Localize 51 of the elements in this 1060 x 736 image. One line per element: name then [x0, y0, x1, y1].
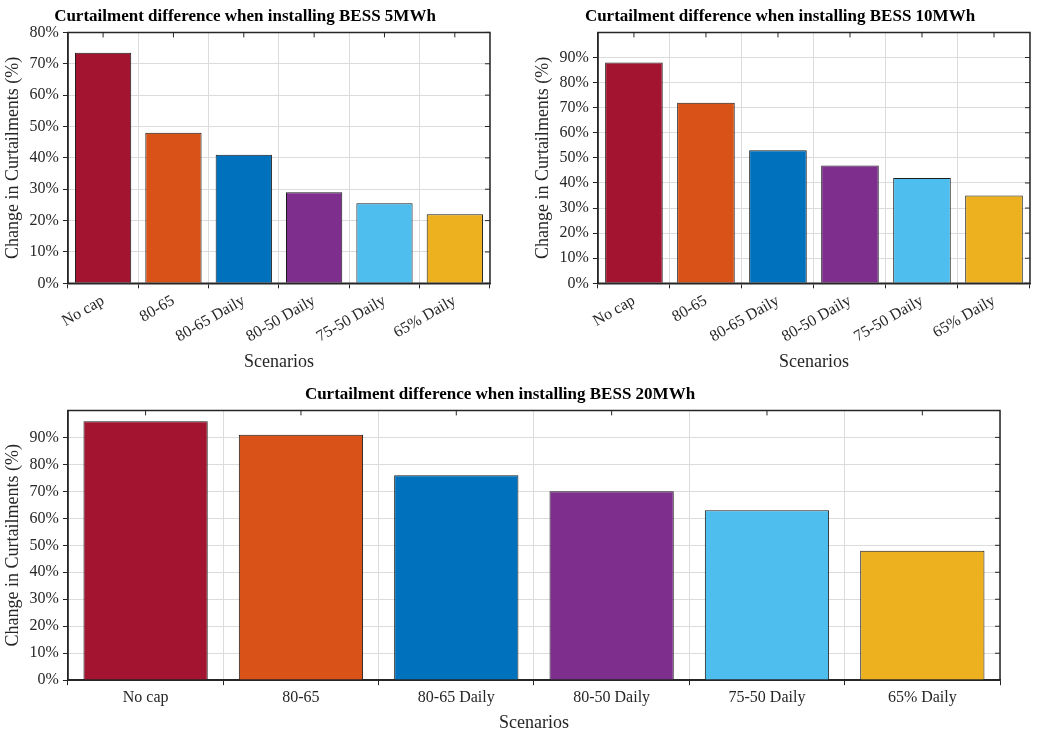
x-tick-label: 65% Daily: [887, 688, 957, 706]
y-tick-label: 90%: [29, 427, 59, 445]
y-tick-label: 80%: [29, 454, 59, 472]
x-tick-label: No cap: [589, 291, 639, 330]
y-tick-label: 20%: [559, 223, 589, 241]
x-axis-title: Scenarios: [243, 350, 314, 371]
y-tick-label: 70%: [29, 53, 59, 71]
y-tick-label: 80%: [559, 72, 589, 90]
y-tick-label: 60%: [29, 85, 59, 103]
y-tick-label: 10%: [29, 643, 59, 661]
y-tick-label: 40%: [29, 562, 59, 580]
x-axis-title: Scenarios: [498, 711, 569, 732]
x-tick-label: 80-50 Daily: [573, 688, 651, 706]
y-tick-label: 20%: [29, 616, 59, 634]
y-tick-label: 50%: [559, 148, 589, 166]
y-tick-label: 80%: [29, 22, 59, 40]
y-axis-title: Change in Curtailments (%): [531, 56, 553, 260]
x-tick-label: 75-50 Daily: [850, 291, 927, 346]
y-tick-label: 50%: [29, 116, 59, 134]
y-tick-label: 0%: [567, 273, 589, 291]
x-tick-label: 65% Daily: [929, 291, 999, 342]
x-tick-label: No cap: [122, 688, 169, 706]
y-tick-label: 50%: [29, 535, 59, 553]
y-axis-title: Change in Curtailments (%): [1, 56, 23, 260]
y-tick-label: 40%: [559, 173, 589, 191]
y-tick-label: 0%: [37, 670, 59, 688]
x-tick-label: 75-50 Daily: [728, 688, 806, 706]
chart-title: Curtailment difference when installing BESS 10MWh: [584, 5, 976, 25]
y-tick-label: 20%: [29, 210, 59, 228]
chart-title: Curtailment difference when installing BESS 20MWh: [304, 383, 696, 403]
x-tick-label: No cap: [58, 291, 108, 330]
x-tick-label: 65% Daily: [390, 291, 459, 342]
y-tick-label: 30%: [559, 198, 589, 216]
y-tick-label: 90%: [559, 47, 589, 65]
x-tick-label: 80-65: [136, 291, 178, 325]
y-tick-label: 30%: [29, 589, 59, 607]
x-tick-label: 80-65 Daily: [417, 688, 495, 706]
y-tick-label: 60%: [29, 508, 59, 526]
y-tick-label: 60%: [559, 122, 589, 140]
y-tick-label: 70%: [559, 97, 589, 115]
y-tick-label: 70%: [29, 481, 59, 499]
y-tick-label: 0%: [37, 273, 59, 291]
x-tick-label: 75-50 Daily: [313, 291, 389, 346]
y-tick-label: 40%: [29, 148, 59, 166]
y-tick-label: 10%: [559, 248, 589, 266]
y-tick-label: 10%: [29, 242, 59, 260]
y-tick-label: 30%: [29, 179, 59, 197]
chart-title: Curtailment difference when installing BESS 5MWh: [54, 5, 437, 25]
y-axis-title: Change in Curtailments (%): [1, 444, 23, 647]
x-tick-label: 80-65: [282, 688, 320, 705]
x-axis-title: Scenarios: [778, 350, 849, 371]
